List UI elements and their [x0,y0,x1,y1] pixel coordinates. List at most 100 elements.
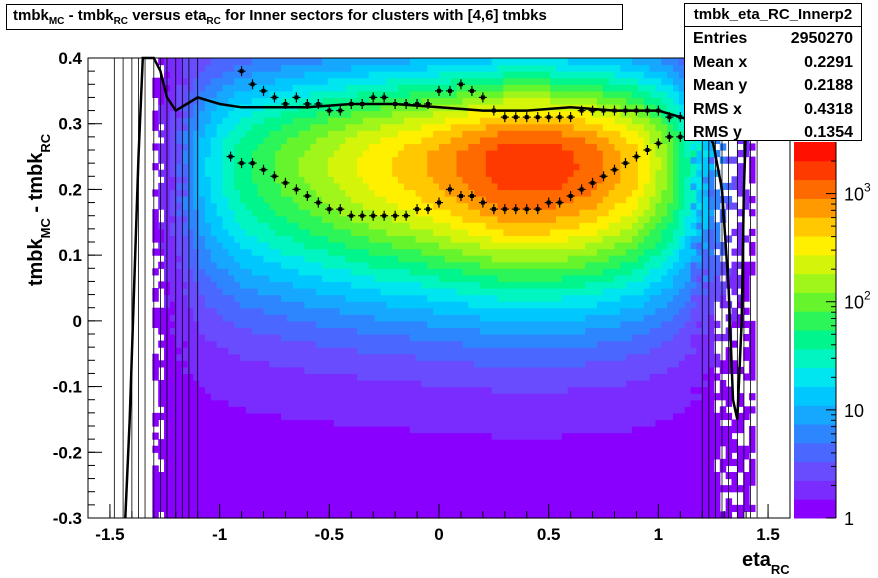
heatmap-cell [316,412,323,421]
heatmap-cell [509,307,516,315]
heatmap-cell [403,445,411,453]
heatmap-cell [450,77,458,85]
heatmap-cell [497,386,504,394]
heatmap-cell [503,64,510,72]
heatmap-cell [462,340,469,348]
heatmap-cell [286,294,294,302]
heatmap-cell [503,202,510,210]
heatmap-cell [421,268,428,276]
heatmap-cell [421,104,428,112]
heatmap-cell [520,439,528,447]
heatmap-cell [269,327,276,335]
heatmap-cell [333,136,341,145]
heatmap-cell [222,439,229,447]
heatmap-cell [245,77,253,85]
heatmap-cell [462,432,469,440]
heatmap-cell [462,215,469,223]
heatmap-cell [520,84,528,92]
heatmap-cell [199,307,206,315]
heatmap-cell [509,150,516,158]
heatmap-cell [286,419,294,427]
heatmap-cell [152,209,159,217]
heatmap-cell [550,380,557,388]
heatmap-cell [503,373,510,381]
heatmap-cell [245,340,253,348]
heatmap-cell [450,268,458,276]
heatmap-cell [345,504,352,513]
heatmap-cell [368,117,376,125]
heatmap-cell [228,110,235,118]
heatmap-cell [333,320,341,329]
heatmap-cell [468,340,475,348]
heatmap-cell [380,136,387,145]
heatmap-cell [175,58,183,66]
heatmap-cell [158,84,165,92]
heatmap-cell [205,150,212,158]
heatmap-cell [169,77,177,85]
heatmap-cell [398,485,405,493]
heatmap-cell [450,353,458,361]
heatmap-cell [474,77,481,85]
heatmap-cell [532,465,540,473]
heatmap-cell [456,380,463,388]
heatmap-cell [327,281,335,289]
heatmap-cell [216,294,224,302]
heatmap-cell [485,380,493,388]
heatmap-cell [433,97,440,105]
heatmap-cell [181,163,189,171]
heatmap-cell [286,380,294,388]
heatmap-cell [450,242,458,250]
heatmap-cell [339,491,346,499]
heatmap-cell [427,64,434,72]
heatmap-cell [433,301,440,309]
heatmap-cell [216,472,224,480]
heatmap-cell [257,163,265,171]
heatmap-cell [409,242,417,250]
heatmap-cell [520,222,528,230]
heatmap-cell [357,353,364,361]
heatmap-cell [316,498,323,506]
heatmap-cell [152,143,159,151]
heatmap-cell [216,380,224,388]
heatmap-cell [245,156,253,164]
heatmap-cell [292,426,300,434]
heatmap-cell [409,261,417,269]
heatmap-cell [263,294,270,302]
heatmap-cell [316,150,323,158]
heatmap-cell [269,248,276,256]
heatmap-cell [368,511,376,519]
heatmap-cell [439,136,446,145]
heatmap-cell [479,406,487,414]
heatmap-cell [275,406,282,414]
heatmap-cell [485,176,493,184]
heatmap-cell [210,511,218,519]
heatmap-cell [234,77,241,85]
heatmap-cell [275,399,282,407]
heatmap-cell [556,209,563,217]
heatmap-cell [456,419,463,427]
heatmap-cell [450,281,458,289]
heatmap-cell [398,90,405,99]
heatmap-cell [357,399,364,407]
heatmap-cell [567,58,575,66]
heatmap-cell [339,347,346,355]
heatmap-cell [491,340,499,348]
heatmap-cell [263,386,270,394]
heatmap-cell [286,209,294,217]
heatmap-cell [491,196,499,204]
heatmap-cell [222,406,229,414]
heatmap-cell [368,307,376,315]
heatmap-cell [450,196,458,204]
heatmap-cell [515,242,522,250]
heatmap-cell [479,261,487,269]
heatmap-cell [479,104,487,112]
heatmap-cell [439,150,446,158]
heatmap-cell [216,255,224,263]
heatmap-cell [175,248,183,256]
heatmap-cell [240,90,247,99]
heatmap-cell [427,485,434,493]
heatmap-cell [216,406,224,414]
heatmap-cell [275,143,282,151]
heatmap-cell [415,452,423,460]
heatmap-cell [175,242,183,250]
